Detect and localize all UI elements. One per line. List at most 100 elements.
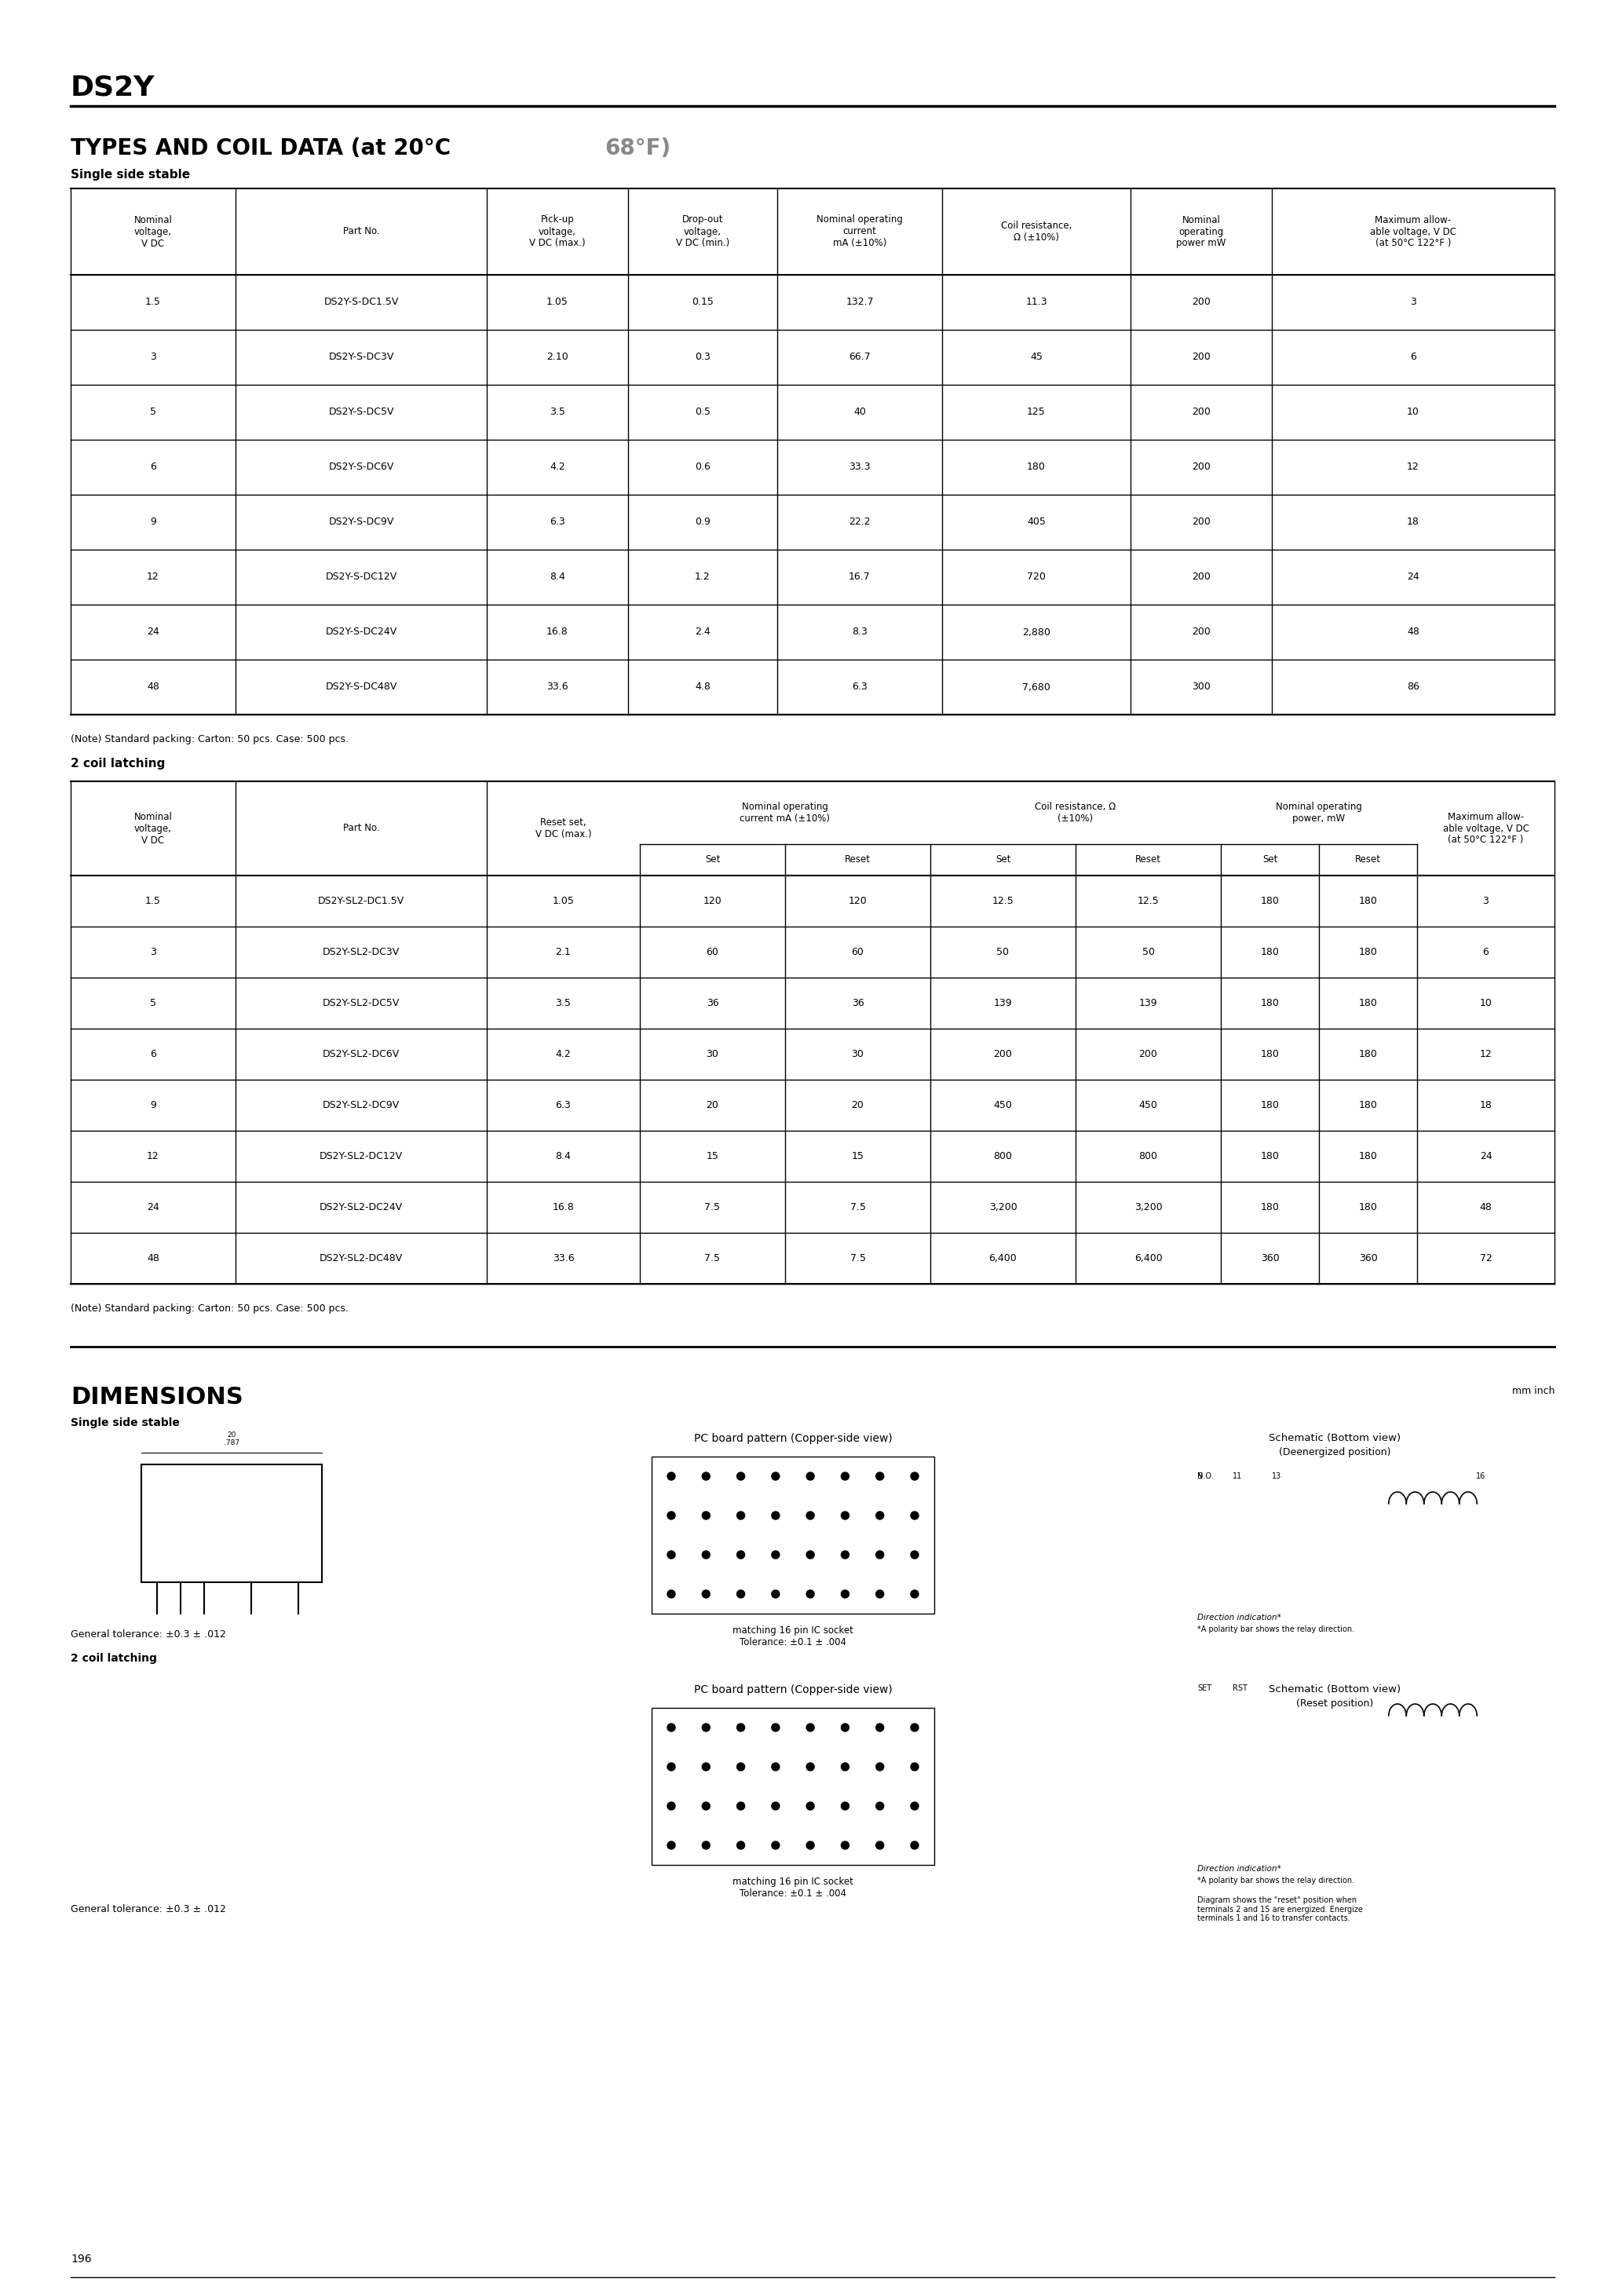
- Text: (Reset position): (Reset position): [1296, 1699, 1374, 1708]
- Circle shape: [876, 1841, 884, 1848]
- Text: 2,880: 2,880: [1022, 627, 1051, 638]
- Text: 24: 24: [148, 627, 159, 638]
- Text: 2.10: 2.10: [547, 351, 568, 363]
- Text: 180: 180: [1359, 1100, 1377, 1111]
- Text: 24: 24: [1479, 1150, 1492, 1162]
- Circle shape: [806, 1763, 814, 1770]
- Text: 132.7: 132.7: [845, 296, 874, 308]
- Text: 6: 6: [149, 461, 156, 473]
- Bar: [652, 1456, 934, 1614]
- Text: Nominal operating
current
mA (±10%): Nominal operating current mA (±10%): [816, 216, 903, 248]
- Text: 60: 60: [852, 946, 865, 957]
- Text: 15: 15: [852, 1150, 865, 1162]
- Text: DS2Y-SL2-DC6V: DS2Y-SL2-DC6V: [323, 1049, 399, 1058]
- Text: 22.2: 22.2: [848, 517, 871, 528]
- Text: 180: 180: [1260, 1150, 1280, 1162]
- Text: 48: 48: [1406, 627, 1419, 638]
- Text: 180: 180: [1260, 1100, 1280, 1111]
- Circle shape: [667, 1841, 675, 1848]
- Circle shape: [702, 1511, 710, 1520]
- Circle shape: [772, 1724, 780, 1731]
- Text: Tolerance: ±0.1 ± .004: Tolerance: ±0.1 ± .004: [740, 1890, 847, 1899]
- Text: 180: 180: [1359, 1049, 1377, 1058]
- Circle shape: [702, 1472, 710, 1481]
- Circle shape: [842, 1591, 848, 1598]
- Text: 10: 10: [1479, 999, 1492, 1008]
- Text: 200: 200: [1192, 461, 1210, 473]
- Text: 24: 24: [148, 1203, 159, 1212]
- Text: DS2Y-S-DC9V: DS2Y-S-DC9V: [328, 517, 394, 528]
- Text: Nominal operating
power, mW: Nominal operating power, mW: [1277, 801, 1362, 824]
- Text: Reset: Reset: [1135, 854, 1161, 866]
- Text: Schematic (Bottom view): Schematic (Bottom view): [1268, 1685, 1401, 1694]
- Text: 3,200: 3,200: [989, 1203, 1017, 1212]
- Circle shape: [736, 1724, 744, 1731]
- Text: 16.8: 16.8: [553, 1203, 574, 1212]
- Text: 8.4: 8.4: [550, 572, 564, 583]
- Bar: [141, 1465, 321, 1582]
- Text: DS2Y-S-DC24V: DS2Y-S-DC24V: [326, 627, 397, 638]
- Text: 360: 360: [1260, 1254, 1280, 1263]
- Text: Reset: Reset: [1354, 854, 1380, 866]
- Text: (Note) Standard packing: Carton: 50 pcs. Case: 500 pcs.: (Note) Standard packing: Carton: 50 pcs.…: [71, 1304, 349, 1313]
- Text: 12: 12: [1479, 1049, 1492, 1058]
- Text: 0.9: 0.9: [694, 517, 710, 528]
- Text: 6.3: 6.3: [556, 1100, 571, 1111]
- Circle shape: [806, 1550, 814, 1559]
- Text: 2 coil latching: 2 coil latching: [71, 1653, 157, 1665]
- Circle shape: [910, 1724, 918, 1731]
- Text: 30: 30: [706, 1049, 719, 1058]
- Text: 1.5: 1.5: [146, 296, 161, 308]
- Text: 33.3: 33.3: [848, 461, 871, 473]
- Circle shape: [772, 1511, 780, 1520]
- Circle shape: [876, 1472, 884, 1481]
- Text: 6.3: 6.3: [550, 517, 564, 528]
- Text: 180: 180: [1260, 1203, 1280, 1212]
- Text: 12.5: 12.5: [1137, 895, 1160, 907]
- Text: 405: 405: [1027, 517, 1046, 528]
- Circle shape: [702, 1550, 710, 1559]
- Text: General tolerance: ±0.3 ± .012: General tolerance: ±0.3 ± .012: [71, 1903, 225, 1915]
- Text: DS2Y-SL2-DC24V: DS2Y-SL2-DC24V: [320, 1203, 402, 1212]
- Circle shape: [806, 1472, 814, 1481]
- Circle shape: [772, 1802, 780, 1809]
- Text: DS2Y-S-DC1.5V: DS2Y-S-DC1.5V: [324, 296, 399, 308]
- Text: 4.2: 4.2: [550, 461, 564, 473]
- Text: 3,200: 3,200: [1134, 1203, 1163, 1212]
- Circle shape: [736, 1763, 744, 1770]
- Circle shape: [667, 1511, 675, 1520]
- Text: TYPES AND COIL DATA (at 20°C: TYPES AND COIL DATA (at 20°C: [71, 138, 459, 158]
- Circle shape: [842, 1511, 848, 1520]
- Text: 2.1: 2.1: [556, 946, 571, 957]
- Text: 200: 200: [1192, 296, 1210, 308]
- Text: 7.5: 7.5: [850, 1203, 866, 1212]
- Text: 50: 50: [996, 946, 1009, 957]
- Circle shape: [842, 1802, 848, 1809]
- Text: 2 coil latching: 2 coil latching: [71, 758, 165, 769]
- Text: 6: 6: [1483, 946, 1489, 957]
- Text: Direction indication*: Direction indication*: [1197, 1864, 1281, 1874]
- Text: 7.5: 7.5: [850, 1254, 866, 1263]
- Text: 36: 36: [706, 999, 719, 1008]
- Circle shape: [772, 1472, 780, 1481]
- Text: 0.6: 0.6: [694, 461, 710, 473]
- Text: 6: 6: [1410, 351, 1416, 363]
- Circle shape: [876, 1724, 884, 1731]
- Text: 200: 200: [994, 1049, 1012, 1058]
- Text: 196: 196: [71, 2255, 91, 2264]
- Text: Drop-out
voltage,
V DC (min.): Drop-out voltage, V DC (min.): [676, 216, 730, 248]
- Text: DS2Y-SL2-DC5V: DS2Y-SL2-DC5V: [323, 999, 399, 1008]
- Text: 16.8: 16.8: [547, 627, 568, 638]
- Circle shape: [736, 1841, 744, 1848]
- Text: Single side stable: Single side stable: [71, 170, 190, 181]
- Text: 20: 20: [706, 1100, 719, 1111]
- Text: Maximum allow-
able voltage, V DC
(at 50°C 122°F ): Maximum allow- able voltage, V DC (at 50…: [1371, 216, 1457, 248]
- Text: Coil resistance, Ω
(±10%): Coil resistance, Ω (±10%): [1035, 801, 1116, 824]
- Circle shape: [702, 1802, 710, 1809]
- Text: 11: 11: [1233, 1472, 1242, 1481]
- Text: DS2Y-S-DC5V: DS2Y-S-DC5V: [328, 406, 394, 418]
- Text: DS2Y-S-DC3V: DS2Y-S-DC3V: [328, 351, 394, 363]
- Text: DS2Y-SL2-DC1.5V: DS2Y-SL2-DC1.5V: [318, 895, 404, 907]
- Text: 200: 200: [1139, 1049, 1158, 1058]
- Text: Part No.: Part No.: [342, 824, 380, 833]
